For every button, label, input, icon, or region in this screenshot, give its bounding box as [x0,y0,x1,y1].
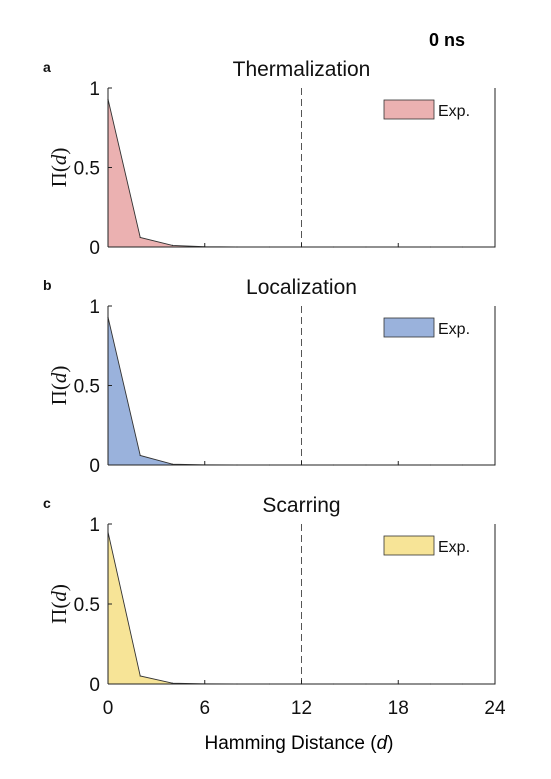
data-point [139,675,141,677]
x-tick-label: 6 [199,698,210,719]
x-tick-label: 0 [103,698,114,719]
y-axis-label-suffix: ) [47,366,71,373]
panel-letter: c [43,495,51,511]
data-point [139,236,141,239]
panel-letter: b [43,277,52,293]
y-tick-label: 1 [89,297,100,318]
y-axis-label: Π(d) [47,148,71,188]
time-label: 0 ns [429,30,465,50]
panel-a: 0 0.5 1 a Thermalization Π(d) Exp. [43,58,496,259]
y-axis-label: Π(d) [47,366,71,406]
legend: Exp. [383,535,470,556]
y-axis-label-prefix: Π( [47,602,71,624]
data-point [171,244,174,247]
panel-title: Localization [246,276,357,299]
y-axis-label-variable: d [47,372,71,383]
y-tick-label: 1 [89,79,100,100]
legend-label: Exp. [438,539,470,556]
legend-swatch [383,535,435,556]
y-tick-label: 0 [89,238,100,259]
x-axis-label-prefix: Hamming Distance ( [204,733,377,754]
panel-title: Scarring [262,494,340,517]
legend-label: Exp. [438,321,470,338]
y-tick-label: 0.5 [74,159,100,180]
legend-swatch [383,99,435,120]
legend: Exp. [383,317,470,338]
data-point [139,454,141,457]
y-axis-label: Π(d) [47,584,71,624]
y-axis-label-prefix: Π( [47,383,71,405]
y-axis-label-variable: d [47,591,71,602]
legend-swatch [383,317,435,338]
y-tick-label: 0.5 [74,595,100,616]
x-axis-label-variable: d [377,733,389,754]
x-tick-label: 18 [388,698,409,719]
panel-letter: a [43,59,51,75]
y-axis-label-prefix: Π( [47,165,71,187]
y-tick-label: 0 [89,456,100,477]
y-tick-label: 0 [89,675,100,696]
x-axis-label-suffix: ) [387,733,393,754]
y-axis-label-suffix: ) [47,148,71,155]
legend-label: Exp. [438,103,470,120]
y-axis-label-suffix: ) [47,584,71,591]
x-axis-label: Hamming Distance (d) [204,733,393,754]
panel-b: 0 0.5 1 b Localization Π(d) Exp. [43,276,496,477]
y-tick-label: 0.5 [74,377,100,398]
x-tick-label: 12 [291,698,312,719]
legend: Exp. [383,99,470,120]
panel-c: 0 0.5 1 0 6 12 18 24 c Scarring Π(d) Exp. [43,494,506,719]
y-tick-label: 1 [89,515,100,536]
panel-title: Thermalization [233,58,371,81]
y-axis-label-variable: d [47,154,71,165]
x-tick-label: 24 [484,698,506,719]
